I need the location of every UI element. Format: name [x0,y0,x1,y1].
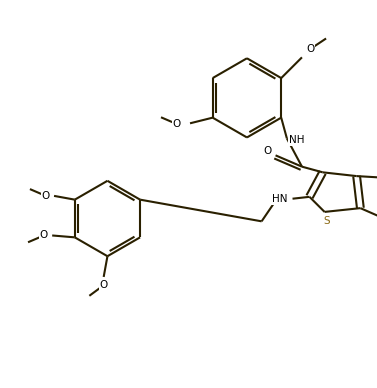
Text: O: O [40,230,48,241]
Text: O: O [173,119,181,129]
Text: HN: HN [271,194,287,204]
Text: NH: NH [289,135,305,145]
Text: O: O [41,191,50,201]
Text: S: S [323,217,330,226]
Text: O: O [100,280,108,290]
Text: O: O [263,146,271,156]
Text: O: O [306,44,314,54]
